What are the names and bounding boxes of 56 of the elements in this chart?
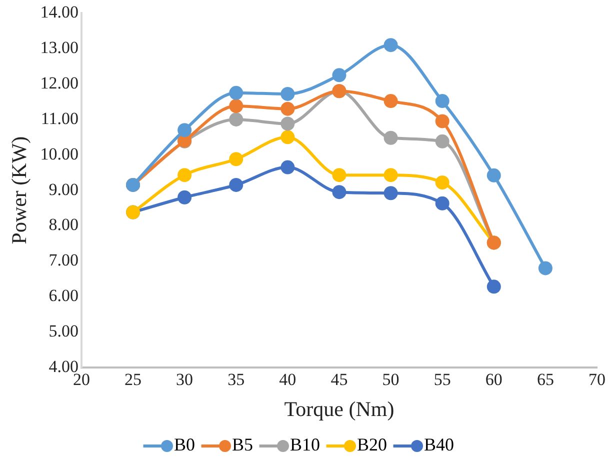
y-axis-title: Power (KW) [7, 136, 32, 244]
y-tick-label: 9.00 [48, 180, 78, 199]
y-tick-label: 12.00 [40, 74, 78, 93]
point [435, 176, 450, 190]
point [435, 114, 450, 128]
legend-label: B5 [232, 434, 254, 455]
y-tick-label: 6.00 [48, 286, 78, 306]
y-tick-label: 7.00 [48, 250, 78, 270]
x-tick-label: 60 [485, 370, 502, 390]
point [229, 99, 244, 113]
y-tick-label: 8.00 [48, 215, 78, 234]
point [178, 123, 192, 138]
x-tick-label: 35 [228, 370, 245, 390]
x-tick-label: 65 [536, 370, 554, 390]
x-tick-label: 55 [434, 370, 451, 390]
x-axis-title: Torque (Nm) [284, 396, 394, 421]
point [280, 102, 295, 116]
legend-label: B0 [174, 434, 195, 455]
x-tick-label: 30 [176, 370, 194, 390]
point [384, 130, 398, 145]
y-tick-label: 10.00 [40, 144, 78, 164]
point [280, 86, 295, 101]
point [435, 196, 450, 210]
legend-label: B40 [424, 434, 454, 455]
y-tick-label: 14.00 [40, 2, 78, 22]
point [384, 168, 398, 182]
point [229, 152, 244, 166]
x-tick-label: 45 [330, 370, 348, 390]
point [332, 168, 346, 182]
point [280, 160, 295, 174]
legend-label: B10 [290, 434, 320, 455]
point [435, 94, 450, 108]
y-tick-label: 5.00 [48, 321, 78, 340]
x-tick-label: 40 [279, 370, 296, 390]
point [229, 86, 244, 100]
point [280, 116, 295, 131]
point [178, 168, 192, 182]
legend-label: B20 [357, 434, 388, 455]
point [486, 280, 501, 294]
y-tick-label: 13.00 [40, 38, 78, 58]
point [178, 190, 192, 204]
point [538, 261, 552, 276]
point [229, 178, 244, 192]
point [280, 130, 295, 144]
point [332, 68, 346, 82]
point [384, 186, 398, 200]
y-tick-label: 11.00 [40, 108, 78, 128]
x-tick-label: 50 [382, 370, 400, 390]
x-tick-label: 70 [588, 370, 606, 390]
point [229, 112, 244, 126]
point [384, 38, 398, 52]
x-tick-label: 25 [124, 370, 142, 390]
point [384, 94, 398, 108]
point [486, 168, 501, 182]
point [435, 134, 450, 148]
point [332, 185, 346, 200]
